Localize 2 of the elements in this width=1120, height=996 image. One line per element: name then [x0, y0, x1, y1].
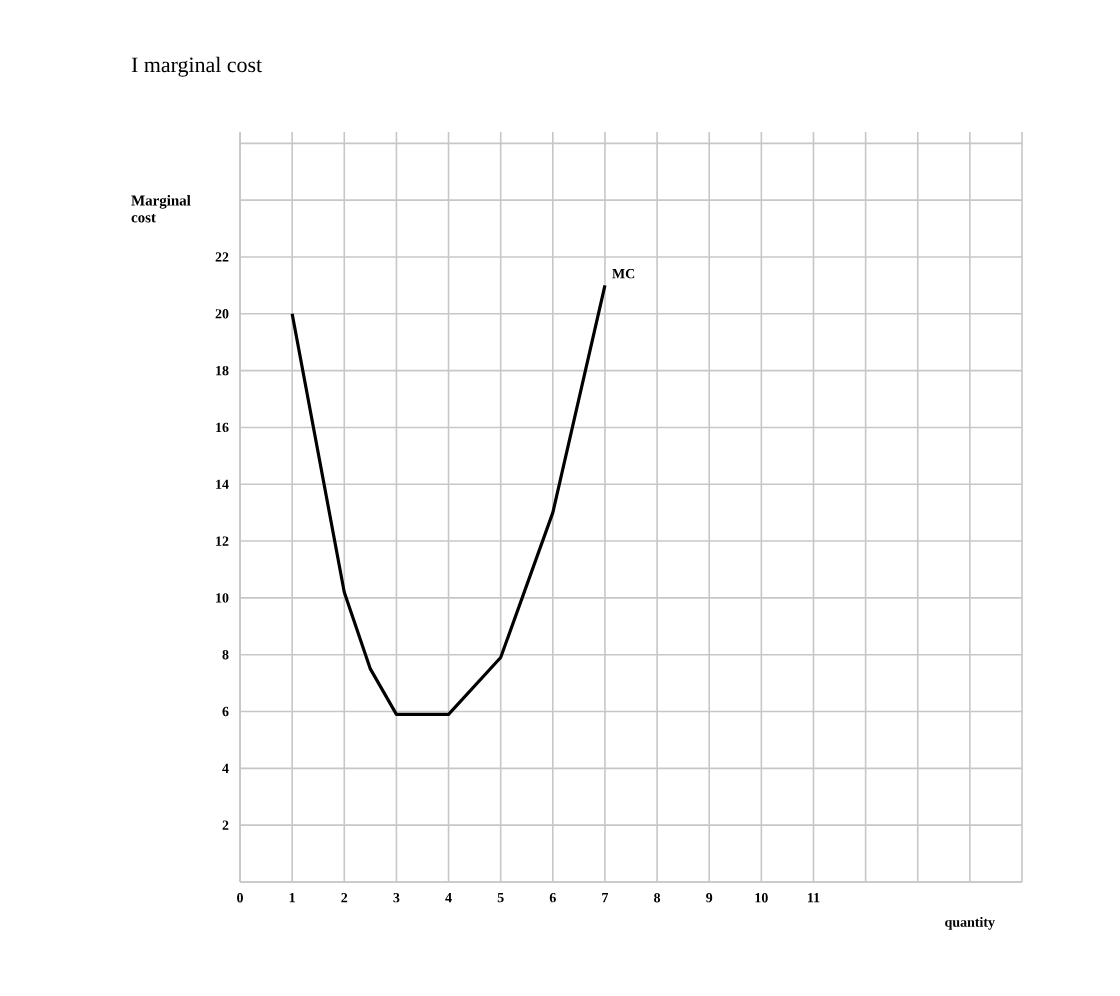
- line-series: [290, 283, 607, 716]
- chart-title: I marginal cost: [131, 56, 262, 77]
